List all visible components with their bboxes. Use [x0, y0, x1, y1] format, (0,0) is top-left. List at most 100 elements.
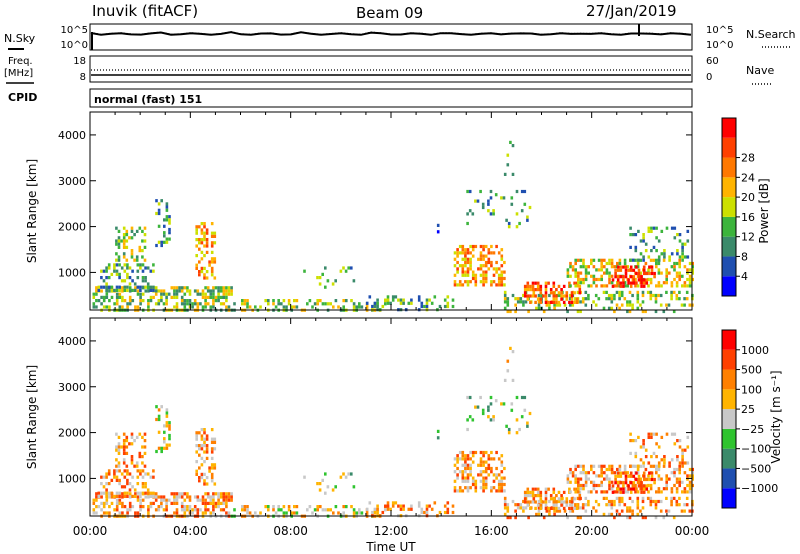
power-echo-cell [652, 258, 655, 262]
power-echo-cell [180, 289, 184, 293]
power-echo-cell [520, 209, 524, 213]
velocity-echo-cell [582, 487, 585, 491]
velocity-echo-cell [287, 508, 291, 512]
velocity-echo-cell [642, 490, 646, 494]
power-echo-cell [186, 289, 189, 293]
velocity-echo-cell [555, 509, 559, 513]
velocity-echo-cell [479, 479, 483, 483]
power-echo-cell [196, 289, 200, 293]
velocity-echo-cell [629, 439, 632, 443]
velocity-echo-cell [608, 480, 611, 484]
power-echo-cell [165, 240, 169, 244]
velocity-echo-cell [167, 498, 171, 502]
velocity-echo-cell [461, 454, 465, 458]
power-echo-cell [219, 289, 223, 293]
power-echo-cell [522, 293, 525, 298]
velocity-echo-cell [118, 494, 121, 498]
power-colorbar-segment-5 [722, 177, 736, 198]
power-echo-cell [673, 236, 677, 240]
power-echo-cell [144, 289, 148, 293]
power-echo-cell [547, 300, 550, 304]
power-echo-cell [295, 305, 299, 309]
power-echo-cell [536, 284, 540, 288]
power-echo-cell [474, 283, 478, 287]
power-echo-cell [102, 299, 106, 303]
power-echo-cell [584, 268, 588, 272]
velocity-echo-cell [653, 477, 656, 482]
velocity-echo-cell [522, 499, 525, 504]
velocity-echo-cell [506, 509, 510, 513]
power-echo-cell [497, 251, 501, 255]
velocity-echo-cell [670, 499, 673, 504]
power-colorbar-label-3: 16 [741, 211, 755, 224]
power-echo-cell [665, 277, 668, 282]
velocity-echo-cell [204, 505, 207, 509]
power-echo-cell [199, 292, 202, 296]
velocity-echo-cell [624, 474, 628, 478]
power-echo-cell [115, 272, 119, 276]
velocity-echo-cell [471, 482, 475, 487]
velocity-echo-cell [665, 432, 669, 436]
power-echo-cell [627, 278, 630, 282]
velocity-echo-cell [503, 466, 506, 471]
power-echo-cell [484, 244, 488, 249]
power-echo-cell [603, 265, 606, 269]
velocity-echo-cell [154, 508, 158, 512]
power-echo-cell [629, 245, 632, 249]
velocity-echo-cell [647, 435, 651, 439]
velocity-echo-cell [386, 504, 390, 508]
power-echo-cell [115, 258, 118, 262]
velocity-echo-cell [230, 492, 233, 496]
power-echo-cell [662, 258, 666, 262]
power-echo-cell [626, 303, 629, 307]
power-echo-cell [126, 305, 129, 309]
velocity-echo-cell [657, 467, 661, 472]
velocity-echo-cell [173, 495, 176, 499]
velocity-echo-cell [195, 444, 198, 448]
power-echo-cell [468, 189, 472, 194]
power-echo-cell [655, 261, 658, 266]
velocity-echo-cell [135, 435, 139, 439]
power-echo-cell [173, 286, 176, 290]
power-echo-cell [201, 295, 205, 299]
power-echo-cell [138, 226, 142, 230]
power-echo-cell [365, 305, 369, 309]
power-echo-cell [212, 286, 215, 290]
power-echo-cell [688, 268, 692, 272]
power-echo-cell [600, 274, 603, 278]
velocity-echo-cell [655, 432, 658, 436]
power-echo-cell [469, 251, 472, 255]
power-echo-cell [639, 303, 642, 307]
velocity-echo-cell [213, 440, 217, 444]
velocity-echo-cell [482, 470, 485, 474]
velocity-echo-cell [464, 463, 467, 467]
velocity-echo-cell [183, 505, 187, 509]
power-echo-cell [647, 277, 650, 282]
velocity-echo-cell [168, 433, 171, 438]
velocity-echo-cell [201, 501, 205, 505]
power-echo-cell [173, 289, 176, 293]
power-echo-cell [595, 277, 598, 282]
velocity-echo-cell [225, 495, 228, 499]
velocity-echo-cell [670, 490, 674, 494]
power-echo-cell [634, 233, 638, 237]
velocity-echo-cell [165, 508, 168, 512]
velocity-echo-cell [196, 498, 200, 502]
velocity-echo-cell [126, 472, 129, 476]
velocity-echo-cell [217, 501, 220, 505]
velocity-echo-cell [165, 505, 168, 509]
velocity-echo-cell [610, 506, 614, 510]
power-echo-cell [678, 265, 681, 269]
velocity-echo-cell [573, 487, 576, 491]
power-echo-cell [660, 271, 663, 275]
power-echo-cell [647, 255, 651, 259]
velocity-echo-cell [683, 461, 687, 465]
power-echo-cell [125, 245, 129, 249]
power-echo-cell [683, 255, 687, 259]
power-echo-cell [233, 302, 236, 306]
power-echo-cell [326, 279, 330, 283]
velocity-echo-cell [652, 432, 656, 436]
velocity-colorbar-segment-5 [722, 389, 736, 410]
velocity-echo-cell [608, 464, 611, 468]
power-echo-cell [241, 302, 244, 306]
